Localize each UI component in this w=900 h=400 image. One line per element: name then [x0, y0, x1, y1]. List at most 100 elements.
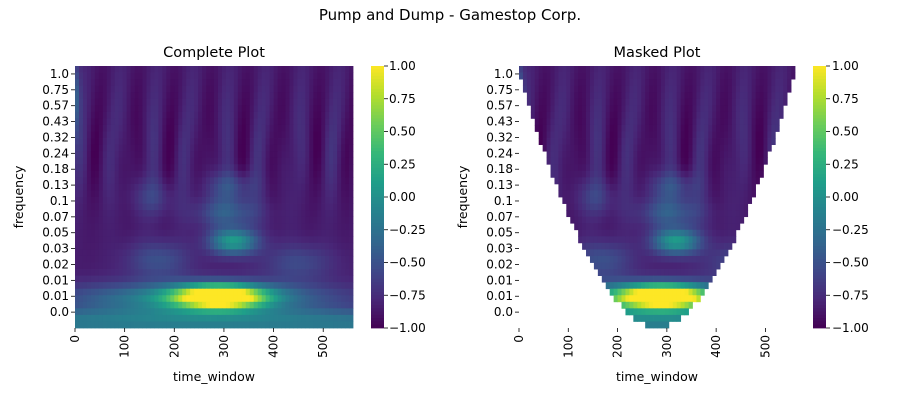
heatmap-cell: [245, 229, 251, 237]
heatmap-cell: [158, 314, 163, 322]
heatmap-cell: [724, 124, 729, 132]
heatmap-cell: [142, 85, 147, 93]
heatmap-cell: [739, 157, 745, 165]
heatmap-cell: [562, 177, 567, 185]
heatmap-cell: [118, 72, 124, 80]
heatmap-cell: [253, 124, 259, 132]
heatmap-cell: [281, 124, 286, 132]
heatmap-cell: [126, 262, 131, 270]
heatmap-cell: [684, 262, 689, 270]
heatmap-cell: [245, 236, 251, 244]
colorbar-segment: [813, 239, 826, 244]
heatmap-cell: [126, 72, 131, 80]
heatmap-cell: [554, 131, 559, 139]
colorbar-segment: [371, 272, 384, 276]
heatmap-cell: [743, 66, 749, 73]
heatmap-cell: [329, 164, 334, 172]
heatmap-cell: [700, 249, 705, 257]
heatmap-cell: [182, 288, 187, 296]
heatmap-cell: [526, 85, 532, 93]
heatmap-cell: [337, 242, 342, 250]
heatmap-cell: [178, 164, 183, 172]
heatmap-cell: [305, 118, 310, 126]
heatmap-cell: [158, 236, 163, 244]
heatmap-cell: [225, 262, 231, 270]
heatmap-cell: [629, 151, 634, 159]
heatmap-cell: [178, 197, 183, 204]
heatmap-cell: [633, 295, 638, 303]
heatmap-cell: [337, 321, 342, 329]
heatmap-cell: [285, 249, 290, 257]
heatmap-cell: [657, 203, 662, 211]
heatmap-cell: [138, 157, 143, 165]
heatmap-cell: [609, 111, 615, 119]
heatmap-cell: [621, 66, 626, 73]
heatmap-cell: [98, 301, 104, 309]
heatmap-cell: [202, 242, 207, 250]
heatmap-cell: [645, 210, 650, 218]
heatmap-cell: [281, 210, 286, 218]
heatmap-cell: [146, 98, 151, 106]
heatmap-cell: [641, 177, 646, 185]
heatmap-cell: [625, 183, 630, 191]
heatmap-cell: [582, 138, 587, 145]
heatmap-cell: [245, 210, 251, 218]
heatmap-cell: [712, 72, 717, 80]
heatmap-cell: [633, 275, 638, 283]
heatmap-cell: [305, 321, 310, 329]
heatmap-cell: [82, 72, 88, 80]
heatmap-cell: [221, 164, 227, 172]
heatmap-cell: [586, 92, 591, 100]
heatmap-cell: [257, 223, 263, 231]
heatmap-cell: [720, 92, 725, 100]
heatmap-cell: [653, 301, 658, 309]
heatmap-cell: [98, 72, 104, 80]
heatmap-cell: [609, 255, 615, 263]
heatmap-cell: [345, 301, 350, 309]
heatmap-cell: [672, 203, 678, 211]
heatmap-cell: [321, 190, 326, 198]
heatmap-cell: [321, 288, 326, 296]
heatmap-cell: [696, 295, 701, 303]
heatmap-cell: [562, 111, 567, 119]
heatmap-cell: [767, 118, 772, 126]
heatmap-cell: [684, 144, 689, 152]
heatmap-cell: [629, 177, 634, 185]
heatmap-cell: [305, 111, 310, 119]
heatmap-cell: [78, 79, 84, 87]
heatmap-cell: [277, 242, 282, 250]
heatmap-cell: [305, 190, 310, 198]
heatmap-cell: [154, 72, 159, 80]
heatmap-cell: [692, 223, 697, 231]
heatmap-cell: [349, 288, 354, 296]
heatmap-cell: [249, 295, 255, 303]
heatmap-cell: [688, 170, 693, 178]
heatmap-cell: [637, 242, 642, 250]
heatmap-cell: [716, 138, 721, 145]
heatmap-cell: [759, 92, 764, 100]
heatmap-cell: [712, 105, 717, 113]
heatmap-cell: [333, 177, 338, 185]
heatmap-cell: [257, 203, 263, 211]
heatmap-cell: [735, 157, 741, 165]
heatmap-cell: [273, 249, 278, 257]
heatmap-cell: [538, 118, 544, 126]
heatmap-cell: [684, 269, 689, 276]
colorbar-segment: [371, 157, 384, 162]
heatmap-cell: [731, 190, 737, 198]
heatmap-cell: [225, 190, 231, 198]
heatmap-cell: [672, 197, 678, 204]
heatmap-cell: [182, 216, 187, 224]
heatmap-cell: [578, 105, 583, 113]
heatmap-cell: [206, 308, 211, 316]
heatmap-cell: [704, 229, 709, 237]
heatmap-cell: [94, 177, 100, 185]
heatmap-cell: [273, 288, 278, 296]
heatmap-cell: [538, 72, 544, 80]
heatmap-cell: [170, 216, 175, 224]
heatmap-cell: [337, 203, 342, 211]
heatmap-cell: [582, 157, 587, 165]
heatmap-cell: [672, 183, 678, 191]
heatmap-cell: [333, 118, 338, 126]
heatmap-cell: [142, 229, 147, 237]
